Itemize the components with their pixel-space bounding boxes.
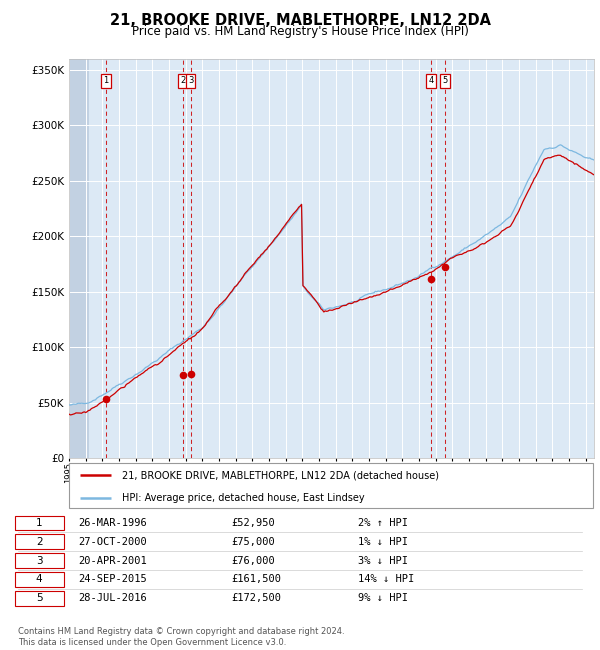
Text: 1: 1 bbox=[104, 77, 109, 86]
Text: 9% ↓ HPI: 9% ↓ HPI bbox=[358, 593, 407, 603]
Text: 1: 1 bbox=[36, 518, 43, 528]
Text: Price paid vs. HM Land Registry's House Price Index (HPI): Price paid vs. HM Land Registry's House … bbox=[131, 25, 469, 38]
Text: 2: 2 bbox=[180, 77, 185, 86]
FancyBboxPatch shape bbox=[15, 591, 64, 606]
Text: 21, BROOKE DRIVE, MABLETHORPE, LN12 2DA: 21, BROOKE DRIVE, MABLETHORPE, LN12 2DA bbox=[110, 13, 491, 28]
Text: 27-OCT-2000: 27-OCT-2000 bbox=[78, 537, 147, 547]
Text: £161,500: £161,500 bbox=[231, 575, 281, 584]
Text: £172,500: £172,500 bbox=[231, 593, 281, 603]
Text: 3: 3 bbox=[36, 556, 43, 566]
Text: HPI: Average price, detached house, East Lindsey: HPI: Average price, detached house, East… bbox=[121, 493, 364, 503]
Text: 2: 2 bbox=[36, 537, 43, 547]
FancyBboxPatch shape bbox=[15, 553, 64, 568]
FancyBboxPatch shape bbox=[15, 515, 64, 530]
Text: 4: 4 bbox=[428, 77, 434, 86]
Text: Contains HM Land Registry data © Crown copyright and database right 2024.: Contains HM Land Registry data © Crown c… bbox=[18, 627, 344, 636]
Text: 24-SEP-2015: 24-SEP-2015 bbox=[78, 575, 147, 584]
FancyBboxPatch shape bbox=[15, 572, 64, 587]
Text: 14% ↓ HPI: 14% ↓ HPI bbox=[358, 575, 414, 584]
Text: 21, BROOKE DRIVE, MABLETHORPE, LN12 2DA (detached house): 21, BROOKE DRIVE, MABLETHORPE, LN12 2DA … bbox=[121, 470, 439, 480]
Text: 1% ↓ HPI: 1% ↓ HPI bbox=[358, 537, 407, 547]
Bar bbox=[69, 58, 89, 458]
Text: 28-JUL-2016: 28-JUL-2016 bbox=[78, 593, 147, 603]
FancyBboxPatch shape bbox=[69, 463, 593, 508]
Text: 3% ↓ HPI: 3% ↓ HPI bbox=[358, 556, 407, 566]
FancyBboxPatch shape bbox=[15, 534, 64, 549]
Text: 26-MAR-1996: 26-MAR-1996 bbox=[78, 518, 147, 528]
Text: £76,000: £76,000 bbox=[231, 556, 275, 566]
Text: 20-APR-2001: 20-APR-2001 bbox=[78, 556, 147, 566]
Text: 2% ↑ HPI: 2% ↑ HPI bbox=[358, 518, 407, 528]
Text: 3: 3 bbox=[188, 77, 193, 86]
Text: 5: 5 bbox=[36, 593, 43, 603]
Text: £52,950: £52,950 bbox=[231, 518, 275, 528]
Text: £75,000: £75,000 bbox=[231, 537, 275, 547]
Text: 4: 4 bbox=[36, 575, 43, 584]
Text: 5: 5 bbox=[443, 77, 448, 86]
Text: This data is licensed under the Open Government Licence v3.0.: This data is licensed under the Open Gov… bbox=[18, 638, 286, 647]
